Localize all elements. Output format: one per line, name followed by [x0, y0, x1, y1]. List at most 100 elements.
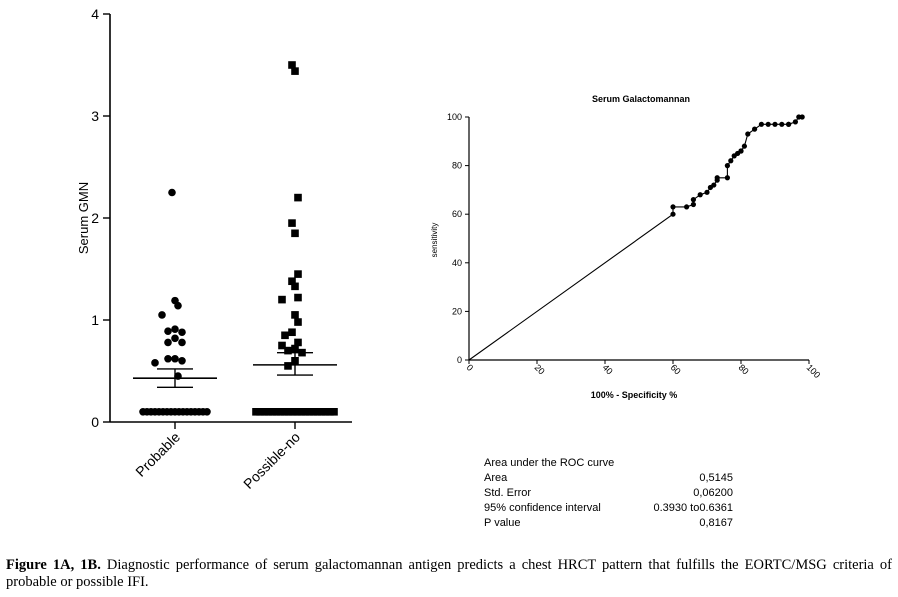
roc-title: Serum Galactomannan — [592, 94, 690, 104]
roc-x-tick-label: 80 — [737, 362, 751, 376]
data-point — [164, 354, 172, 363]
roc-point — [690, 197, 697, 203]
data-point — [178, 338, 186, 347]
y-tick-label: 4 — [91, 6, 99, 22]
data-point — [260, 408, 269, 416]
y-tick-label: 0 — [91, 414, 99, 430]
caption-label: Figure 1A, 1B. — [6, 557, 101, 573]
roc-row-label: P value — [484, 517, 521, 529]
roc-y-tick-label: 60 — [452, 209, 462, 219]
roc-point — [684, 204, 690, 210]
data-point — [288, 328, 296, 337]
data-point — [309, 408, 318, 416]
data-point — [284, 362, 292, 370]
y-tick-label: 3 — [91, 108, 99, 124]
roc-point — [704, 189, 710, 195]
roc-row-label: Area — [484, 472, 508, 484]
roc-point — [711, 182, 717, 188]
roc-curve — [468, 116, 803, 361]
roc-chart-b: Serum Galactomannan sensitivity 100% - S… — [430, 94, 822, 400]
data-point — [164, 327, 172, 336]
data-point — [174, 301, 182, 310]
data-point — [276, 408, 285, 416]
roc-x-label: 100% - Specificity % — [591, 390, 678, 400]
roc-y-tick-label: 40 — [452, 258, 462, 268]
roc-point — [752, 126, 758, 132]
data-point — [291, 311, 299, 319]
y-tick-label: 1 — [91, 312, 99, 328]
roc-x-tick-label: 0 — [465, 362, 476, 373]
data-point — [256, 408, 264, 416]
data-point — [203, 408, 211, 416]
roc-point — [765, 121, 771, 127]
data-point — [305, 408, 314, 416]
data-point — [268, 408, 277, 416]
roc-x-tick-label: 40 — [601, 362, 615, 376]
roc-y-tick-label: 100 — [447, 112, 462, 122]
y-tick-label: 2 — [91, 210, 99, 226]
data-point — [280, 408, 289, 416]
roc-x-tick-label: 100 — [805, 362, 823, 380]
roc-point — [728, 158, 734, 164]
data-point — [288, 219, 296, 227]
data-point — [288, 277, 296, 286]
roc-point — [670, 204, 676, 210]
x-tick-label: Possible-no — [240, 429, 303, 492]
roc-row-value: 0,8167 — [699, 517, 733, 529]
data-point — [151, 359, 159, 367]
data-point — [264, 408, 273, 416]
data-point — [294, 318, 302, 326]
x-tick-label: Probable — [132, 429, 183, 480]
data-point — [284, 346, 292, 355]
roc-point — [724, 175, 731, 181]
data-point — [294, 270, 302, 278]
data-point — [164, 338, 172, 347]
roc-table: Area under the ROC curve Area 0,5145 Std… — [484, 457, 733, 529]
data-point — [288, 61, 296, 69]
roc-point — [738, 148, 744, 154]
data-point — [278, 295, 286, 304]
roc-point — [697, 192, 703, 198]
data-point — [294, 293, 302, 302]
data-point — [171, 354, 179, 363]
data-point — [171, 334, 179, 343]
roc-row-label: 95% confidence interval — [484, 502, 601, 514]
roc-point — [741, 143, 748, 149]
roc-point — [799, 114, 805, 120]
data-point — [178, 357, 186, 365]
data-point — [291, 344, 299, 353]
caption-text: Diagnostic performance of serum galactom… — [6, 557, 893, 590]
data-point — [158, 311, 166, 319]
roc-point — [724, 163, 731, 169]
data-point — [294, 193, 302, 202]
data-point — [289, 408, 297, 416]
data-point — [313, 408, 322, 416]
data-point — [301, 408, 310, 416]
data-point — [330, 408, 338, 416]
roc-point — [714, 175, 720, 181]
roc-point — [758, 121, 765, 127]
roc-point — [690, 201, 697, 208]
data-point — [294, 338, 302, 347]
scatter-chart-a: Serum GMN 0 1 2 3 4 Probable Possible-no — [76, 6, 352, 492]
roc-x-tick-label: 60 — [669, 362, 683, 376]
data-point — [321, 408, 330, 416]
data-point — [293, 408, 301, 416]
roc-y-tick-label: 20 — [452, 306, 462, 316]
data-point — [278, 341, 286, 350]
data-point — [317, 408, 326, 416]
roc-row-value: 0,06200 — [693, 487, 733, 499]
data-point — [326, 408, 334, 416]
figure-caption: Figure 1A, 1B. Diagnostic performance of… — [6, 557, 892, 591]
roc-table-header: Area under the ROC curve — [484, 457, 614, 469]
roc-point — [779, 121, 785, 127]
roc-point — [670, 211, 676, 217]
data-point — [178, 328, 186, 337]
roc-y-tick-label: 0 — [457, 355, 462, 365]
data-point — [291, 67, 299, 75]
y-axis-label: Serum GMN — [76, 182, 91, 254]
roc-y-tick-label: 80 — [452, 161, 462, 171]
roc-y-label: sensitivity — [430, 223, 439, 258]
roc-point — [772, 121, 778, 127]
